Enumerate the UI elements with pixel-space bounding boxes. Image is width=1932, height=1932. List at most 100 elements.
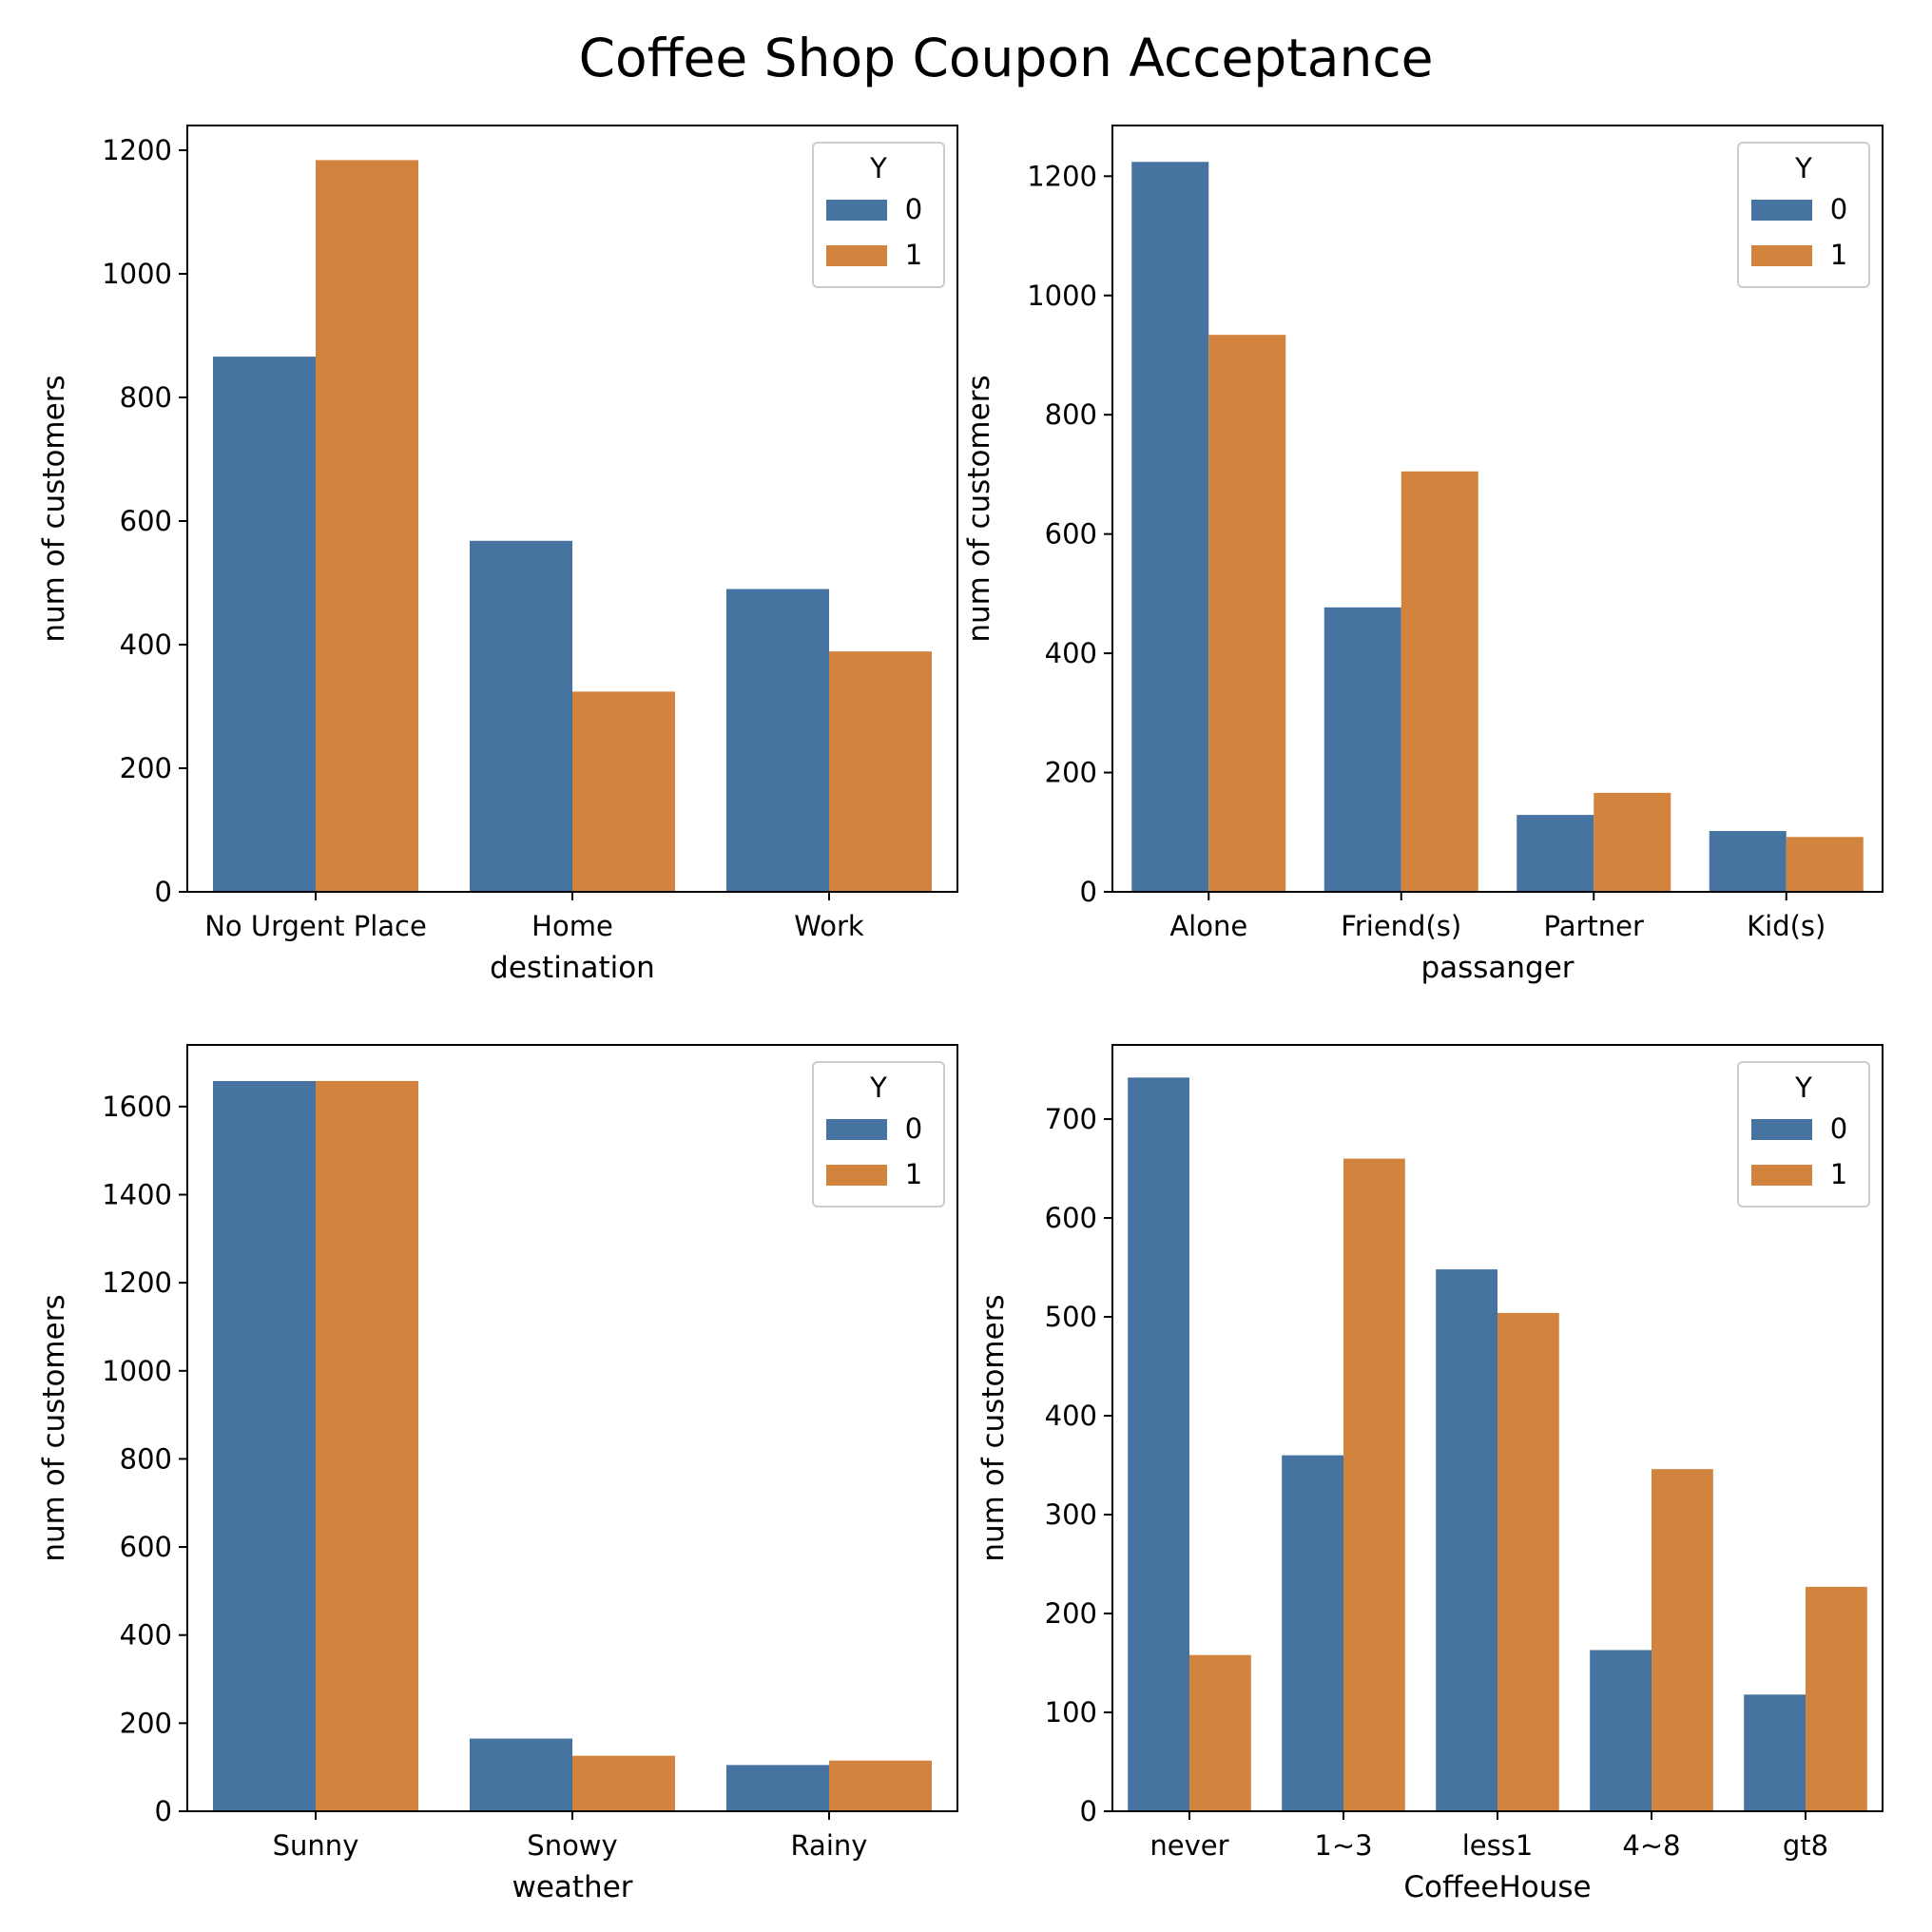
bar-partner-y0 <box>1517 815 1594 892</box>
y-axis-label: num of customers <box>37 1294 71 1561</box>
x-tick-label: Work <box>794 910 864 942</box>
bar-snowy-y1 <box>572 1755 675 1811</box>
legend-title: Y <box>869 152 887 184</box>
bar-partner-y1 <box>1594 792 1671 892</box>
x-tick-label: Friend(s) <box>1341 910 1461 942</box>
legend: Y0 1 <box>812 142 945 288</box>
legend-label-y0: 0 <box>905 1112 922 1145</box>
chart-panel-1: 0 200 400 600 800 1000 1200 No Urgent Place Home… <box>37 125 958 985</box>
y-tick-label: 400 <box>120 628 172 661</box>
x-axis-label: weather <box>512 1870 632 1904</box>
bar-no-urgent-place-y0 <box>213 357 316 893</box>
y-axis-label: num of customers <box>976 1294 1011 1561</box>
y-tick-label: 200 <box>120 752 172 784</box>
bar-snowy-y0 <box>470 1738 572 1811</box>
y-tick-label: 400 <box>1045 637 1097 669</box>
y-tick-label: 1200 <box>1027 160 1097 192</box>
legend-label-y0: 0 <box>1830 1112 1847 1145</box>
chart-panel-3: 0 200 400 600 800 1000 1200 1400 1600 Sunny Snowy R… <box>37 1044 958 1904</box>
x-axis-label: passanger <box>1420 951 1574 985</box>
legend-swatch-y0 <box>1751 1119 1812 1140</box>
y-tick-label: 1000 <box>102 258 172 290</box>
legend-swatch-y1 <box>1751 1165 1812 1186</box>
x-tick-label: Alone <box>1169 910 1247 942</box>
y-axis-label: num of customers <box>962 375 996 642</box>
legend-label-y1: 1 <box>1830 239 1847 271</box>
legend-label-y0: 0 <box>905 193 922 225</box>
bar-sunny-y0 <box>213 1080 316 1811</box>
figure-title: Coffee Shop Coupon Acceptance <box>579 28 1434 88</box>
y-tick-label: 700 <box>1045 1103 1097 1135</box>
bar-no-urgent-place-y1 <box>316 160 418 892</box>
y-tick-label: 400 <box>120 1619 172 1652</box>
x-tick-label: No Urgent Place <box>204 910 427 942</box>
legend: Y0 1 <box>1737 1061 1870 1208</box>
x-tick-label: Partner <box>1544 910 1644 942</box>
bar-alone-y0 <box>1131 162 1209 892</box>
y-tick-label: 800 <box>120 381 172 414</box>
x-tick-label: Sunny <box>273 1829 359 1862</box>
legend-swatch-y1 <box>826 245 887 266</box>
x-tick-label: Rainy <box>791 1829 868 1862</box>
y-tick-label: 0 <box>155 876 172 908</box>
y-axis-label: num of customers <box>37 375 71 642</box>
bar-alone-y1 <box>1208 335 1286 892</box>
bar-gt8-y1 <box>1806 1586 1867 1811</box>
y-tick-label: 1400 <box>102 1178 172 1210</box>
y-tick-label: 200 <box>120 1707 172 1739</box>
y-tick-label: 600 <box>1045 1202 1097 1234</box>
bar-1-3-y0 <box>1282 1455 1343 1811</box>
bar-never-y0 <box>1128 1077 1189 1811</box>
bar-kid-s--y0 <box>1709 831 1787 892</box>
y-tick-label: 0 <box>1080 1795 1097 1827</box>
legend: Y0 1 <box>812 1061 945 1208</box>
y-tick-label: 300 <box>1045 1498 1097 1531</box>
y-tick-label: 1200 <box>102 134 172 166</box>
y-tick-label: 600 <box>120 505 172 537</box>
bar-rainy-y0 <box>726 1765 829 1811</box>
legend-label-y1: 1 <box>905 239 922 271</box>
bar-home-y0 <box>470 540 572 892</box>
legend-label-y1: 1 <box>1830 1158 1847 1190</box>
chart-panel-2: 0 200 400 600 800 1000 1200 Alone Friend(s) Partn… <box>962 125 1884 985</box>
y-tick-label: 100 <box>1045 1696 1097 1729</box>
bar-gt8-y0 <box>1744 1694 1806 1811</box>
legend-swatch-y1 <box>826 1165 887 1186</box>
legend-title: Y <box>1794 1072 1812 1104</box>
y-tick-label: 1600 <box>102 1091 172 1123</box>
x-tick-label: Home <box>531 910 613 942</box>
bar-kid-s--y1 <box>1786 837 1864 892</box>
legend-label-y0: 0 <box>1830 193 1847 225</box>
bar-sunny-y1 <box>316 1080 418 1811</box>
y-tick-label: 600 <box>120 1531 172 1563</box>
y-tick-label: 1000 <box>1027 280 1097 312</box>
legend-title: Y <box>1794 152 1812 184</box>
x-tick-label: Snowy <box>527 1829 617 1862</box>
legend-swatch-y0 <box>826 200 887 221</box>
bar-friend-s--y1 <box>1401 471 1478 892</box>
bar-4-8-y0 <box>1590 1650 1652 1811</box>
y-tick-label: 0 <box>155 1795 172 1827</box>
legend-swatch-y0 <box>826 1119 887 1140</box>
legend: Y0 1 <box>1737 142 1870 288</box>
bar-less1-y0 <box>1436 1269 1497 1811</box>
legend-swatch-y1 <box>1751 245 1812 266</box>
chart-panel-4: 0 100 200 300 400 500 600 700 never 1~3 less1 4~8 gt… <box>976 1044 1884 1904</box>
x-tick-label: less1 <box>1462 1829 1534 1862</box>
bar-work-y1 <box>829 651 932 892</box>
y-tick-label: 200 <box>1045 1597 1097 1630</box>
bar-friend-s--y0 <box>1323 607 1401 892</box>
y-tick-label: 600 <box>1045 518 1097 551</box>
bar-4-8-y1 <box>1652 1469 1713 1811</box>
plot-frame <box>1111 125 1884 893</box>
legend-label-y1: 1 <box>905 1158 922 1190</box>
y-tick-label: 400 <box>1045 1400 1097 1432</box>
x-tick-label: never <box>1150 1829 1228 1862</box>
bar-never-y1 <box>1189 1654 1251 1811</box>
y-tick-label: 800 <box>1045 398 1097 431</box>
y-tick-label: 1200 <box>102 1266 172 1299</box>
bar-rainy-y1 <box>829 1760 932 1811</box>
bar-work-y0 <box>726 589 829 892</box>
